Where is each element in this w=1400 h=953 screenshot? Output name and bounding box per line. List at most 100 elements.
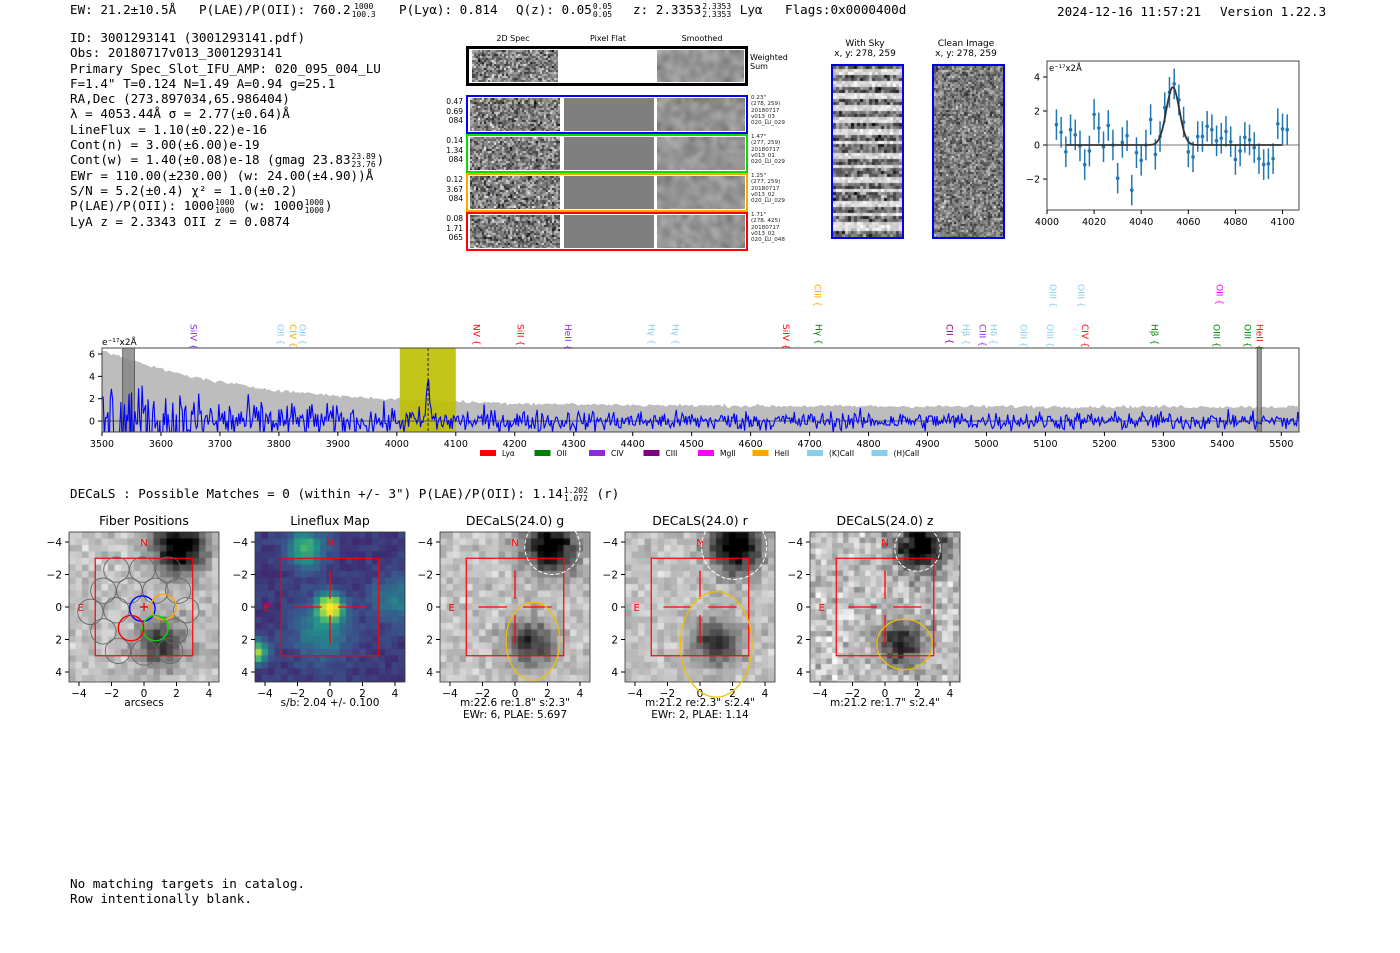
emission-line-label: OIII { [1210, 324, 1220, 348]
plae-value: P(LAE)/P(OII): 760.2 [199, 2, 351, 17]
header-2d-spec: 2D Spec [496, 34, 530, 43]
plae-w-lower: 1000 [304, 205, 324, 215]
x-tick-label: 0 [512, 688, 519, 700]
cutout-image [255, 532, 405, 682]
fiber-circle [116, 577, 143, 604]
header-plya: P(Lyα): 0.814 [399, 2, 498, 17]
x-tick-label: −4 [442, 688, 458, 700]
x-tick-label: 4 [947, 688, 954, 700]
info-radec: RA,Dec (273.897034,65.986404) [70, 91, 290, 107]
x-tick-label: 4500 [680, 439, 704, 450]
fiber-row-stats: 0.12 3.67 084 [445, 175, 463, 204]
weighted-sum-spectrum [466, 46, 748, 86]
y-tick-label: −4 [233, 537, 249, 549]
clean-image-title: Clean Image x, y: 278, 259 [921, 39, 1011, 59]
x-tick-label: 3600 [149, 439, 173, 450]
clean-image-label: Clean Image [937, 39, 995, 49]
data-point [1191, 155, 1195, 159]
decals-filter: (r) [596, 486, 620, 501]
fiber-info-line: 020_LU_029 [751, 120, 785, 127]
selected-fiber-circle [141, 614, 169, 642]
fiber-stat: 0.14 [446, 136, 463, 145]
header-smoothed: Smoothed [681, 34, 723, 43]
data-point [1257, 156, 1261, 161]
x-tick-label: 0 [141, 688, 148, 700]
x-tick-label: 4600 [739, 439, 763, 450]
panel-title: Fiber Positions [99, 513, 189, 528]
legend-label: MgII [720, 449, 736, 458]
x-tick-label: −2 [475, 688, 490, 700]
fiber-circle [164, 577, 192, 604]
emission-line-label: Hδ { [988, 324, 998, 345]
axes-frame [624, 531, 776, 683]
emission-line-label: Hγ { [670, 324, 680, 345]
y-tick-label: −4 [418, 537, 434, 549]
catalog-note-2: Row intentionally blank. [70, 891, 252, 906]
data-point [1087, 149, 1092, 153]
emission-line-label: OII { [275, 324, 285, 345]
crosshair [663, 570, 737, 644]
y-tick-label: 4 [241, 667, 248, 679]
fiber-2d-spec-image [470, 215, 560, 248]
emission-line-label: CII { [943, 324, 953, 344]
north-label: N [881, 538, 888, 549]
fiber-info-line: (278, 425) [751, 218, 781, 225]
data-point [1097, 126, 1101, 130]
data-point [1134, 150, 1139, 155]
fiber-stat: 1.34 [446, 145, 463, 155]
header-flags: Flags:0x0000400d [785, 2, 907, 17]
fiber-info-line: v013_03 [751, 113, 775, 120]
legend-swatch [698, 450, 714, 456]
x-tick-label: 2 [544, 688, 551, 700]
y-tick-label: 4 [1034, 72, 1040, 83]
with-sky-image [831, 64, 904, 239]
x-tick-label: 4100 [444, 439, 468, 450]
x-tick-label: −4 [812, 688, 828, 700]
info-sn: S/N = 5.2(±0.4) χ² = 1.0(±0.2) [70, 182, 298, 198]
data-point [1092, 112, 1096, 117]
fiber-smoothed-image [657, 176, 745, 209]
x-tick-label: 4900 [915, 439, 939, 450]
fiber-stat: 3.67 [446, 184, 463, 194]
fiber-row-stats: 0.14 1.34 084 [445, 136, 463, 165]
emission-line-label: OII { [1213, 284, 1223, 305]
legend-label: Lyα [502, 449, 515, 458]
plae-info-value: P(LAE)/P(OII): 1000 [70, 198, 215, 214]
y-tick-label: 0 [426, 602, 433, 614]
fiber-info-line: (278, 259) [751, 101, 781, 108]
data-point [1205, 124, 1209, 129]
x-tick-label: −2 [845, 688, 860, 700]
x-tick-label: 4700 [797, 439, 821, 450]
fiber-pixel-flat-image [564, 176, 654, 209]
cutout-overlay: −4 4 −2 2 0 0 2 −2 4 −4 N E [233, 531, 406, 700]
y-tick-label: 2 [426, 635, 433, 647]
fiber-stat: 0.47 [446, 97, 463, 106]
masked-region [1256, 348, 1262, 432]
x-tick-label: −4 [257, 688, 273, 700]
info-obs: Obs: 20180717v013_3001293141 [70, 45, 283, 61]
y-tick-label: 4 [55, 667, 62, 679]
fiber-pixel-flat-image [564, 137, 654, 170]
data-point [1276, 121, 1280, 126]
y-tick-label: 2 [241, 635, 248, 647]
fiber-info-line: 20180717 [751, 224, 780, 231]
data-point [1115, 176, 1120, 180]
data-point [1280, 127, 1285, 131]
x-tick-label: 4400 [621, 439, 645, 450]
x-tick-label: 3500 [90, 439, 114, 450]
x-tick-label: −2 [660, 688, 675, 700]
y-tick-label: 0 [89, 417, 95, 428]
panel-caption: arcsecs [49, 697, 239, 709]
detection-info: ID: 3001293141 (3001293141.pdf) Obs: 201… [70, 30, 384, 229]
plae-w-value: (w: 1000 [242, 198, 304, 214]
info-lineflux: LineFlux = 1.10(±0.22)e-16 [70, 121, 268, 137]
fiber-circle [156, 637, 184, 665]
axes-frame [439, 531, 591, 683]
x-tick-label: 5400 [1210, 439, 1234, 450]
x-tick-label: 0 [882, 688, 889, 700]
info-id: ID: 3001293141 (3001293141.pdf) [70, 30, 306, 45]
legend-swatch [534, 450, 551, 456]
panel-caption: m:21.2 re:1.7" s:2.4" [790, 697, 980, 709]
y-tick-label: −2 [1026, 175, 1040, 186]
data-point [1073, 133, 1078, 137]
